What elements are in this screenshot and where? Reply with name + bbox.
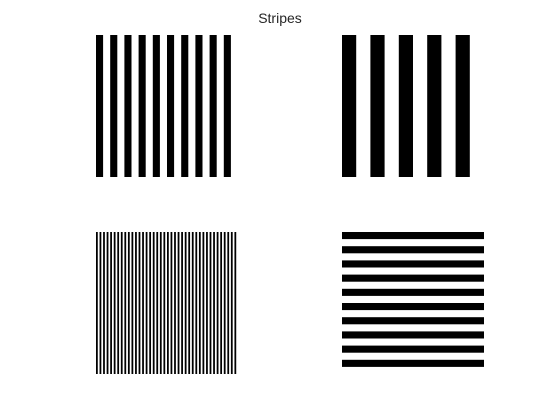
stripe <box>177 232 180 374</box>
stripe <box>159 232 162 374</box>
stripe <box>167 232 169 374</box>
stripe <box>342 317 484 325</box>
stripe <box>195 35 203 177</box>
stripe <box>342 345 484 353</box>
stripe <box>106 232 109 374</box>
stripe <box>110 232 112 374</box>
stripe <box>96 232 98 374</box>
stripe <box>170 232 173 374</box>
figure-title: Stripes <box>258 10 302 26</box>
stripe <box>103 232 105 374</box>
stripe <box>342 274 484 282</box>
stripe <box>149 232 152 374</box>
stripe <box>342 246 484 254</box>
stripe <box>152 232 155 374</box>
stripe <box>427 35 442 177</box>
stripes-image-bottom-right <box>342 232 484 367</box>
panel-top-left-vertical-stripes <box>96 35 238 177</box>
stripe <box>213 232 215 374</box>
stripe <box>230 232 233 374</box>
stripe <box>96 35 104 177</box>
stripes-image-bottom-left <box>96 232 237 374</box>
stripe <box>370 35 385 177</box>
stripe <box>184 232 187 374</box>
stripe <box>124 232 127 374</box>
stripe <box>117 232 120 374</box>
stripe <box>202 232 205 374</box>
stripe <box>342 331 484 339</box>
stripe <box>398 35 413 177</box>
stripe <box>127 232 130 374</box>
stripe <box>216 232 219 374</box>
panel-bottom-left-fine-vertical-stripes <box>96 232 238 374</box>
stripe <box>223 232 226 374</box>
stripe <box>342 288 484 296</box>
stripe <box>99 232 102 374</box>
stripe <box>191 232 194 374</box>
stripe <box>198 232 201 374</box>
stripes-image-top-left <box>96 35 231 177</box>
stripe <box>131 232 134 374</box>
panel-bottom-right-horizontal-stripes <box>342 232 484 374</box>
stripe <box>342 303 484 311</box>
stripe <box>156 232 159 374</box>
stripe <box>342 359 484 367</box>
stripe <box>342 35 357 177</box>
stripe <box>138 232 141 374</box>
stripe <box>181 35 189 177</box>
stripe <box>220 232 223 374</box>
stripe <box>124 35 132 177</box>
stripe <box>227 232 230 374</box>
stripe <box>234 232 237 374</box>
stripe <box>145 232 148 374</box>
stripe <box>135 232 137 374</box>
stripe <box>110 35 118 177</box>
stripe <box>152 35 160 177</box>
stripe <box>455 35 470 177</box>
stripe <box>206 232 208 374</box>
stripe <box>174 232 176 374</box>
stripes-image-top-right <box>342 35 470 177</box>
panel-top-right-vertical-stripes <box>342 35 484 177</box>
stripe <box>181 232 183 374</box>
stripe <box>167 35 175 177</box>
stripe <box>142 232 144 374</box>
stripe <box>223 35 231 177</box>
stripe <box>163 232 166 374</box>
stripe <box>120 232 123 374</box>
stripe <box>113 232 116 374</box>
stripe <box>209 35 217 177</box>
stripe <box>209 232 212 374</box>
stripe <box>342 260 484 268</box>
stripe <box>342 232 484 240</box>
stripe <box>138 35 146 177</box>
stripe <box>195 232 198 374</box>
stripe <box>188 232 191 374</box>
